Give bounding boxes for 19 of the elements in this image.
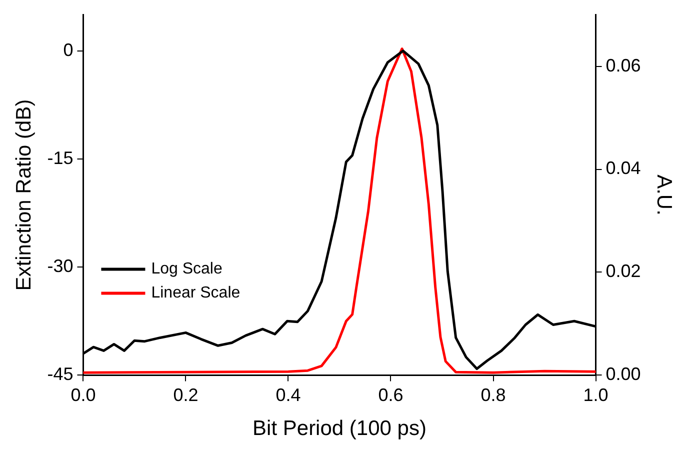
x-tick-label: 1.0	[583, 384, 608, 405]
x-tick-label: 0.8	[480, 384, 506, 405]
y-tick-label: -15	[47, 148, 74, 168]
x-tick-label: 0.4	[276, 384, 301, 405]
y2-tick-label: 0.00	[606, 364, 641, 384]
y-tick-label: -45	[47, 364, 74, 384]
x-axis-title: Bit Period (100 ps)	[252, 417, 426, 440]
y2-tick-label: 0.04	[606, 158, 641, 178]
legend-label: Log Scale	[151, 260, 222, 278]
x-tick-label: 0.0	[70, 384, 96, 405]
y2-tick-label: 0.06	[606, 55, 641, 76]
y-tick-label: 0	[63, 40, 74, 60]
y-tick-label: -30	[47, 256, 74, 276]
x-tick-label: 0.2	[173, 384, 198, 405]
x-tick-label: 0.6	[378, 384, 404, 405]
y2-tick-label: 0.02	[606, 261, 641, 282]
y-axis-title: Extinction Ratio (dB)	[12, 99, 36, 291]
y2-axis-title: A.U.	[652, 174, 676, 216]
legend-label: Linear Scale	[151, 284, 240, 302]
